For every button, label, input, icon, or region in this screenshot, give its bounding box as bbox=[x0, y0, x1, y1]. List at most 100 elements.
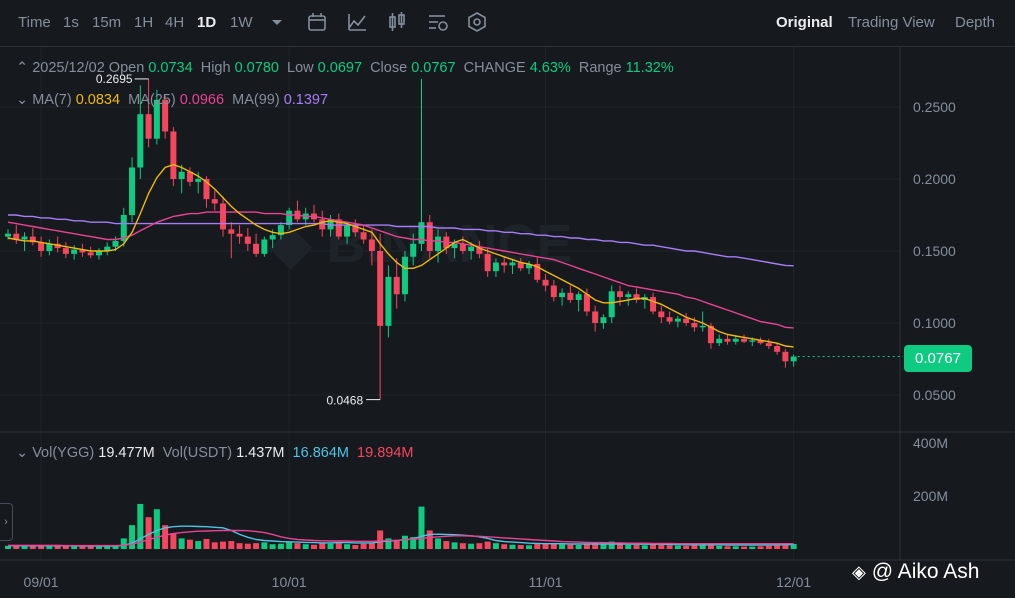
volume-bar bbox=[71, 546, 78, 549]
collapse-chevron-icon[interactable]: ⌄ bbox=[16, 92, 29, 108]
candle-body bbox=[87, 252, 94, 256]
candle-body bbox=[137, 114, 144, 168]
volume-bar bbox=[418, 506, 425, 549]
ma7-line bbox=[7, 163, 794, 348]
vol-ma1-value: 16.864M bbox=[292, 445, 349, 461]
view-trading-view[interactable]: Trading View bbox=[848, 14, 935, 31]
volume-ma2-line bbox=[8, 529, 794, 547]
candle-body bbox=[153, 99, 160, 139]
candle-body bbox=[104, 246, 111, 251]
candle-body bbox=[170, 131, 177, 179]
candle-style-icon[interactable] bbox=[386, 11, 408, 33]
candle-body bbox=[509, 262, 516, 266]
candle-body bbox=[699, 325, 706, 328]
candle-body bbox=[13, 233, 20, 240]
candle-body bbox=[261, 239, 268, 254]
volume-bar bbox=[567, 544, 574, 549]
volume-bar bbox=[62, 546, 69, 549]
candle-body bbox=[517, 262, 524, 269]
candle-body bbox=[352, 225, 359, 233]
volume-bar bbox=[5, 545, 11, 549]
volume-bar bbox=[707, 544, 714, 549]
volume-bar bbox=[616, 543, 623, 549]
calendar-icon[interactable] bbox=[306, 11, 328, 33]
gear-icon[interactable] bbox=[466, 11, 488, 33]
volume-bar bbox=[87, 546, 94, 549]
candle-body bbox=[683, 318, 690, 323]
candle-body bbox=[707, 325, 714, 344]
line-chart-icon[interactable] bbox=[346, 11, 368, 33]
indicator-settings-icon[interactable] bbox=[426, 11, 448, 33]
candle-body bbox=[534, 263, 541, 280]
candle-body bbox=[542, 279, 549, 286]
volume-bar bbox=[757, 546, 764, 549]
candle-body bbox=[211, 199, 218, 204]
candle-body bbox=[393, 276, 400, 295]
interval-1h[interactable]: 1H bbox=[134, 14, 154, 31]
time-tick-label: 12/01 bbox=[776, 574, 811, 590]
low-value: 0.0697 bbox=[317, 60, 363, 76]
interval-1w[interactable]: 1W bbox=[230, 14, 253, 31]
candle-body bbox=[120, 215, 127, 241]
candle-body bbox=[385, 276, 392, 326]
candle-body bbox=[492, 262, 499, 272]
volume-bar bbox=[377, 530, 384, 549]
volume-bar bbox=[203, 538, 210, 549]
change-label: CHANGE bbox=[463, 60, 526, 76]
view-original[interactable]: Original bbox=[776, 14, 833, 31]
volume-bar bbox=[286, 542, 293, 549]
collapse-chevron-icon[interactable]: ⌃ bbox=[16, 60, 29, 76]
volume-bar bbox=[186, 539, 193, 549]
view-depth[interactable]: Depth bbox=[955, 14, 996, 31]
volume-bar bbox=[104, 545, 111, 549]
close-value: 0.0767 bbox=[411, 60, 456, 76]
volume-bar bbox=[335, 542, 342, 549]
volume-bar bbox=[683, 545, 690, 549]
volume-bar bbox=[352, 545, 359, 549]
ma99-label: MA(99) bbox=[232, 92, 280, 108]
volume-bar bbox=[129, 525, 136, 549]
volume-bar bbox=[592, 542, 599, 549]
volume-bar bbox=[526, 545, 533, 549]
candle-body bbox=[377, 251, 384, 326]
candle-body bbox=[666, 317, 673, 322]
interval-4h[interactable]: 4H bbox=[165, 14, 185, 31]
volume-bar bbox=[137, 503, 144, 549]
volume-bar bbox=[650, 544, 657, 549]
current-price-badge: 0.0767 bbox=[904, 345, 972, 372]
open-label: Open bbox=[108, 60, 145, 76]
volume-bar bbox=[509, 544, 516, 549]
vol-ygg-label: Vol(YGG) bbox=[32, 445, 95, 461]
ohlc-info: ⌃ 2025/12/02 Open 0.0734 High 0.0780 Low… bbox=[16, 60, 674, 76]
volume-bar bbox=[724, 546, 731, 549]
volume-bar bbox=[625, 544, 632, 549]
time-tick-label: 09/01 bbox=[24, 574, 59, 590]
candle-body bbox=[401, 256, 408, 295]
volume-bar bbox=[583, 543, 590, 549]
volume-bar bbox=[782, 543, 789, 549]
interval-15m[interactable]: 15m bbox=[92, 14, 122, 31]
candle-body bbox=[360, 232, 367, 240]
candle-body bbox=[468, 246, 475, 251]
volume-bar bbox=[236, 543, 243, 549]
price-tick-label: 0.0500 bbox=[913, 387, 956, 403]
candle-body bbox=[774, 346, 781, 352]
candle-body bbox=[600, 317, 607, 323]
volume-bar bbox=[765, 545, 772, 549]
vol-ma2-value: 19.894M bbox=[357, 445, 414, 461]
volume-bar bbox=[145, 517, 152, 549]
volume-bar bbox=[261, 542, 268, 549]
interval-1s[interactable]: 1s bbox=[63, 14, 79, 31]
volume-bar bbox=[277, 543, 284, 549]
candle-body bbox=[782, 351, 789, 362]
expand-panel-button[interactable]: › bbox=[0, 503, 13, 541]
volume-bar bbox=[29, 545, 36, 549]
candle-body bbox=[145, 114, 152, 139]
collapse-chevron-icon[interactable]: ⌄ bbox=[16, 445, 29, 461]
candle-body bbox=[71, 249, 78, 254]
interval-1d[interactable]: 1D bbox=[197, 14, 217, 31]
chevron-down-icon[interactable] bbox=[268, 13, 290, 35]
interval-time[interactable]: Time bbox=[18, 14, 51, 31]
ma25-label: MA(25) bbox=[128, 92, 176, 108]
